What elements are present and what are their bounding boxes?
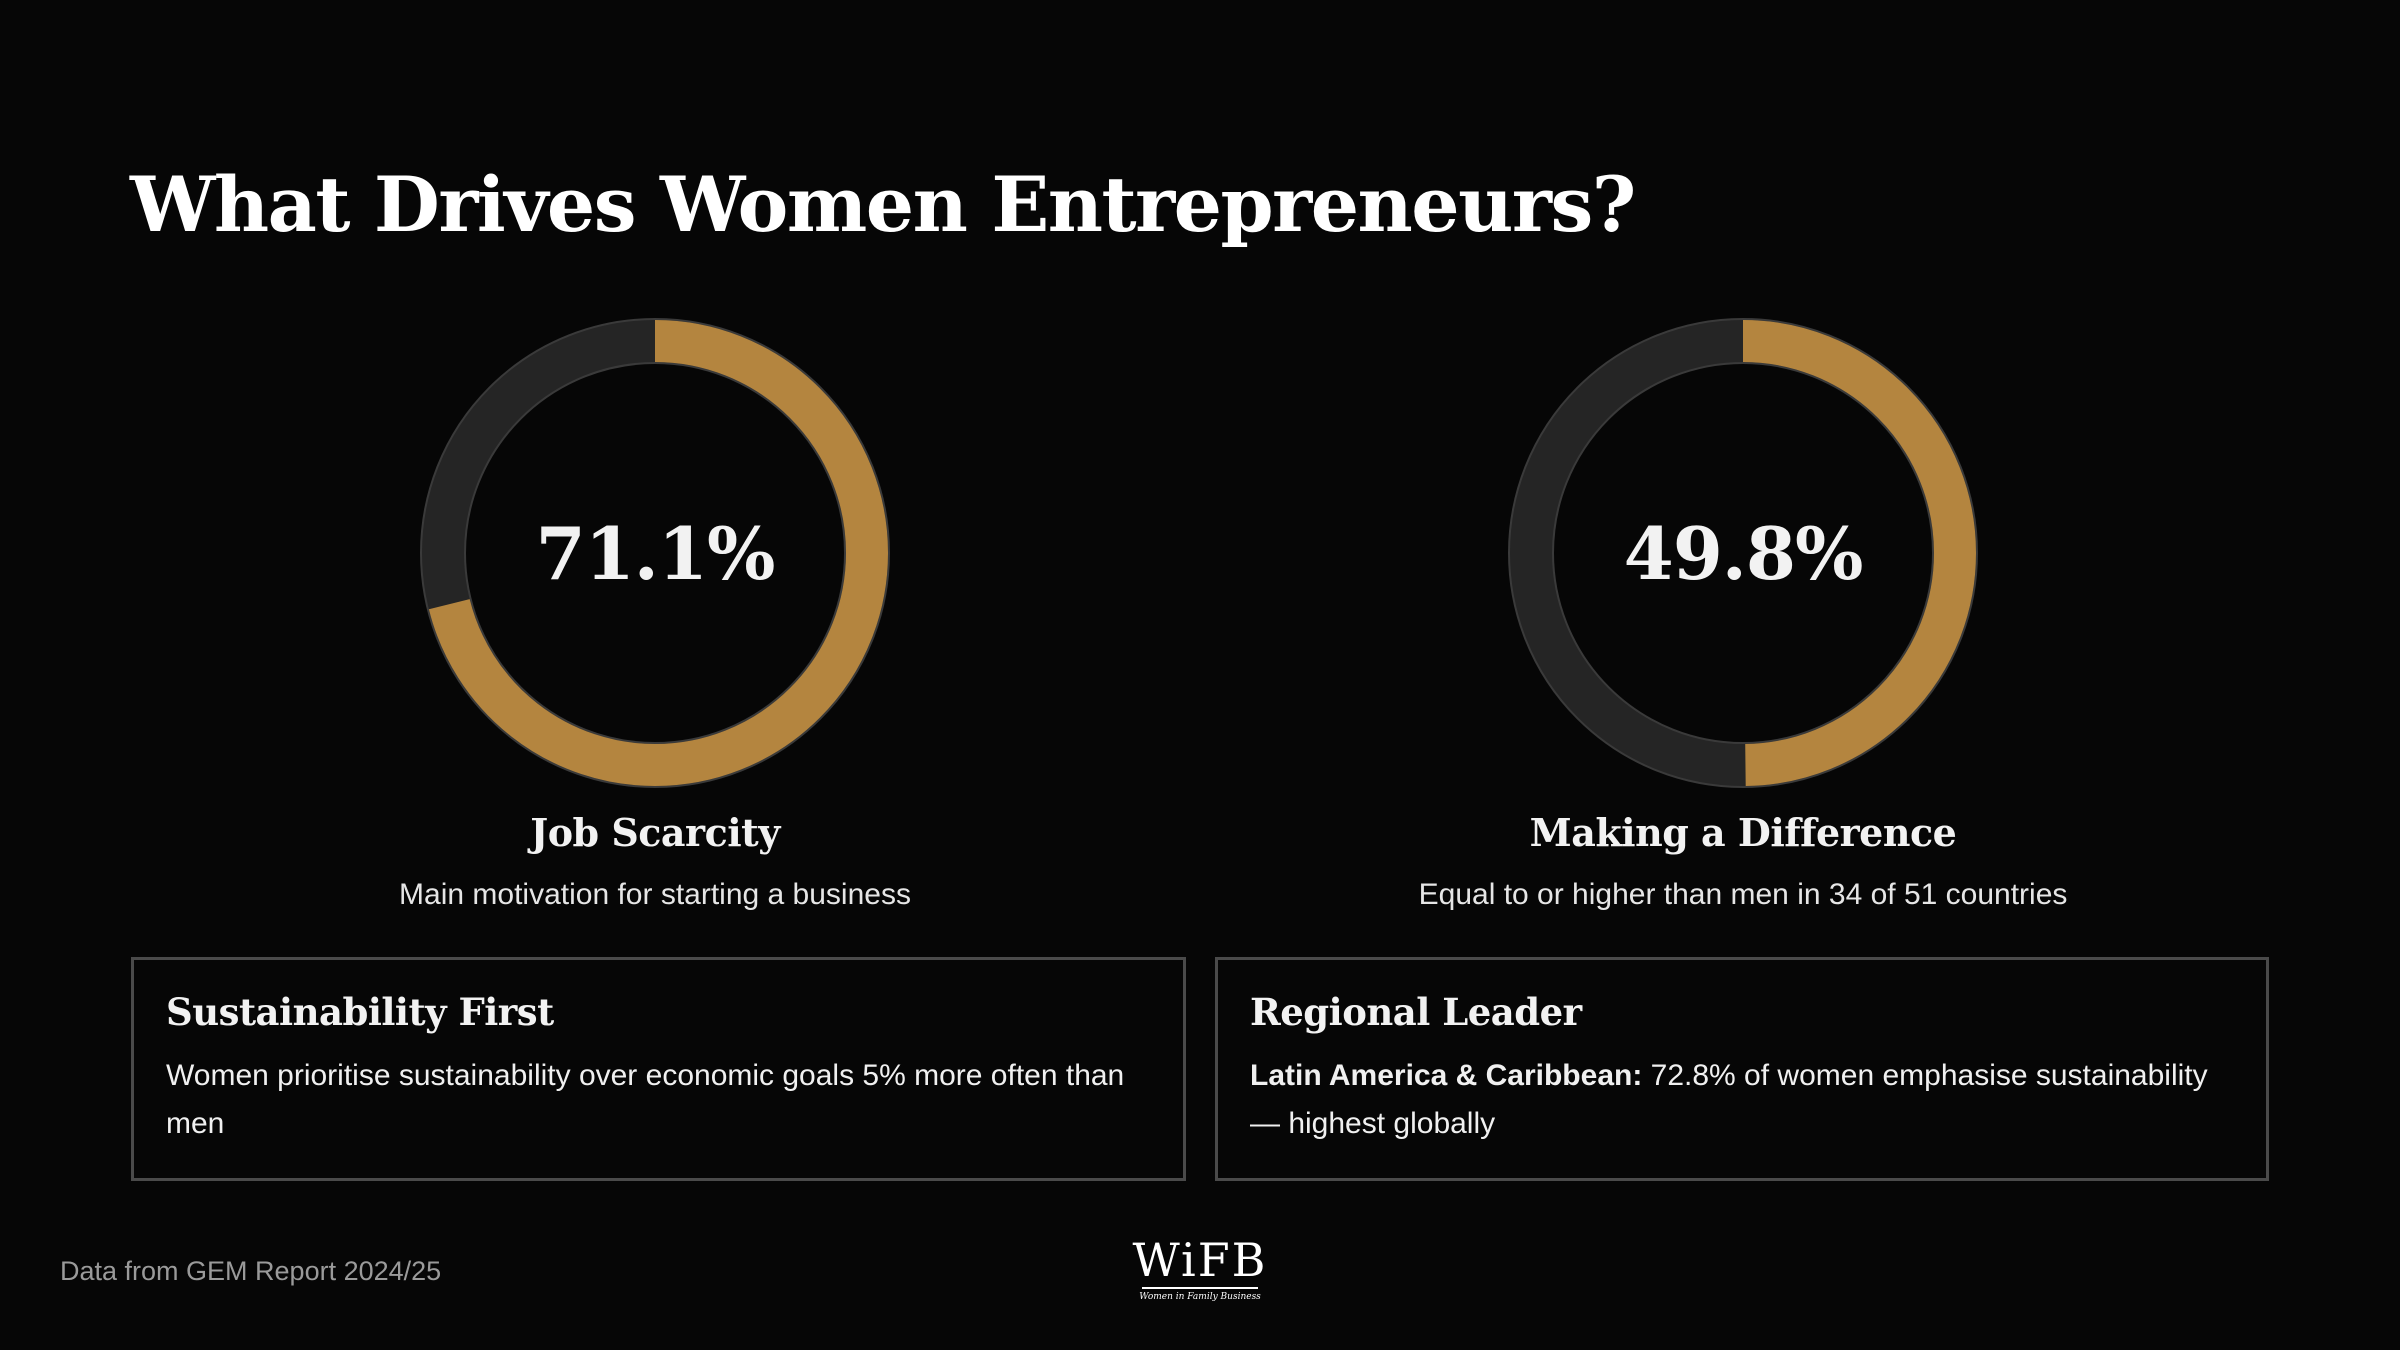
donut-chart-making-a-difference: 49.8% bbox=[1508, 318, 1978, 788]
donut-value-arc bbox=[422, 320, 888, 786]
info-card-sustainability: Sustainability First Women prioritise su… bbox=[131, 957, 1186, 1181]
stat-title-making-a-difference: Making a Difference bbox=[1529, 810, 1957, 855]
stat-description-making-a-difference: Equal to or higher than men in 34 of 51 … bbox=[1418, 878, 2068, 911]
card-body-text: Women prioritise sustainability over eco… bbox=[166, 1059, 1125, 1140]
stat-title-job-scarcity: Job Scarcity bbox=[530, 810, 780, 855]
card-title: Regional Leader bbox=[1250, 990, 1582, 1034]
logo-rule bbox=[1142, 1287, 1258, 1289]
info-card-regional-leader: Regional Leader Latin America & Caribbea… bbox=[1215, 957, 2269, 1181]
logo-tagline: Women in Family Business bbox=[1139, 1292, 1261, 1302]
card-body: Latin America & Caribbean: 72.8% of wome… bbox=[1250, 1052, 2234, 1148]
page-title: What Drives Women Entrepreneurs? bbox=[130, 160, 1636, 249]
card-title: Sustainability First bbox=[166, 990, 554, 1034]
donut-svg bbox=[1508, 318, 1978, 788]
stat-description-job-scarcity: Main motivation for starting a business bbox=[399, 878, 911, 911]
donut-value-label: 49.8% bbox=[1623, 510, 1864, 596]
logo-mark: WiFB bbox=[1132, 1233, 1268, 1287]
wifb-logo: WiFB Women in Family Business bbox=[1130, 1235, 1270, 1315]
donut-value-label: 71.1% bbox=[535, 510, 776, 596]
donut-chart-job-scarcity: 71.1% bbox=[420, 318, 890, 788]
card-body-text: 72.8% of women emphasise sustainability … bbox=[1250, 1059, 2208, 1140]
card-body: Women prioritise sustainability over eco… bbox=[166, 1052, 1151, 1148]
donut-svg bbox=[420, 318, 890, 788]
donut-value-arc bbox=[1510, 320, 1976, 786]
card-body-bold: Latin America & Caribbean: bbox=[1250, 1059, 1643, 1092]
source-note: Data from GEM Report 2024/25 bbox=[60, 1256, 442, 1286]
